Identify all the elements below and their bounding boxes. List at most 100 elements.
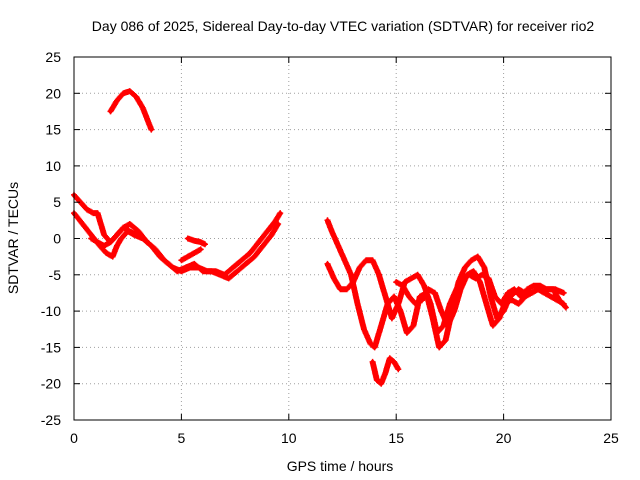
data-point [78, 200, 83, 205]
data-point [338, 287, 343, 292]
data-point [329, 229, 334, 234]
data-point [192, 251, 197, 256]
data-point [525, 287, 530, 292]
data-point [89, 236, 94, 241]
data-point [462, 265, 467, 270]
data-point [342, 258, 347, 263]
data-point [505, 290, 510, 295]
data-point [512, 287, 517, 292]
data-point [447, 301, 452, 306]
data-point [95, 240, 100, 245]
data-point [243, 261, 248, 266]
data-point [400, 283, 405, 288]
data-point [413, 301, 418, 306]
x-tick-label: 5 [178, 430, 186, 446]
trace-markers [324, 217, 567, 351]
data-point [445, 323, 450, 328]
series-trace-f [184, 235, 208, 248]
data-point [439, 309, 444, 314]
data-point [149, 243, 154, 248]
data-point [475, 254, 480, 259]
data-point [185, 236, 190, 241]
data-point [127, 229, 132, 234]
data-point [145, 116, 150, 121]
series-trace-h [324, 257, 569, 336]
data-point [419, 298, 424, 303]
series-trace-e [178, 246, 204, 264]
data-point [140, 236, 145, 241]
data-point [134, 232, 139, 237]
data-point [398, 309, 403, 314]
data-point [80, 221, 85, 226]
data-point [136, 229, 141, 234]
data-point [370, 359, 375, 364]
data-point [278, 211, 283, 216]
x-tick-label: 10 [281, 430, 297, 446]
data-point [465, 272, 470, 277]
data-point [486, 276, 491, 281]
data-point [175, 269, 180, 274]
data-point [95, 211, 100, 216]
data-point [104, 251, 109, 256]
data-point [428, 301, 433, 306]
data-point [203, 242, 208, 247]
data-point [230, 265, 235, 270]
data-point [372, 345, 377, 350]
data-point [538, 283, 543, 288]
data-point [404, 330, 409, 335]
series-trace-d [88, 224, 140, 249]
grid-layer [74, 57, 611, 420]
data-point [110, 254, 115, 259]
y-tick-label: -15 [41, 339, 61, 355]
data-point [471, 269, 476, 274]
data-point [127, 221, 132, 226]
data-point [273, 218, 278, 223]
data-point [561, 290, 566, 295]
data-point [252, 254, 257, 259]
data-point [119, 236, 124, 241]
data-point [407, 294, 412, 299]
tick-layer: 0 5 10 15 20 25 -25 -20 -15 -10 -5 0 5 10 15 20 25 [41, 49, 619, 446]
data-point [402, 280, 407, 285]
data-point [542, 290, 547, 295]
data-point [377, 272, 382, 277]
data-point [396, 301, 401, 306]
data-point [235, 269, 240, 274]
data-point [563, 305, 568, 310]
data-point [140, 105, 145, 110]
data-point [394, 280, 399, 285]
data-point [265, 229, 270, 234]
data-point [544, 287, 549, 292]
data-point [493, 294, 498, 299]
data-point [503, 298, 508, 303]
data-point [209, 269, 214, 274]
data-point [269, 232, 274, 237]
data-layer [71, 88, 569, 387]
data-point [387, 356, 392, 361]
data-point [426, 287, 431, 292]
data-point [458, 287, 463, 292]
data-point [415, 272, 420, 277]
data-point [198, 240, 203, 245]
data-point [185, 254, 190, 259]
data-point [523, 294, 528, 299]
data-point [239, 258, 244, 263]
data-point [344, 287, 349, 292]
data-point [516, 301, 521, 306]
data-point [355, 301, 360, 306]
data-point [389, 316, 394, 321]
data-point [351, 280, 356, 285]
trace-markers [107, 88, 155, 133]
y-tick-label: 10 [45, 158, 61, 174]
data-point [157, 254, 162, 259]
data-point [392, 359, 397, 364]
data-point [108, 109, 113, 114]
data-point [555, 298, 560, 303]
data-point [477, 280, 482, 285]
x-tick-label: 20 [496, 430, 512, 446]
data-point [325, 218, 330, 223]
data-point [437, 345, 442, 350]
data-point [480, 272, 485, 277]
data-point [374, 378, 379, 383]
data-point [422, 283, 427, 288]
